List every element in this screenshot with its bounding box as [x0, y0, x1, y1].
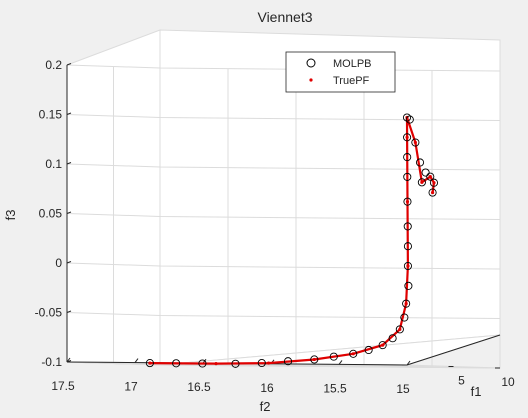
f3-tick: [66, 63, 72, 66]
truepf-point: [266, 361, 271, 365]
truepf-point: [351, 352, 355, 356]
molpb-point: [403, 133, 412, 142]
molpb-point: [428, 188, 437, 197]
truepf-point: [148, 361, 152, 365]
truepf-point: [214, 362, 218, 366]
truepf-point: [428, 175, 432, 179]
truepf-point: [398, 327, 402, 331]
f2-tick-label: 15.5: [323, 381, 347, 395]
molpb-point: [411, 138, 420, 147]
truepf-point: [405, 200, 410, 204]
molpb-point: [403, 153, 412, 162]
molpb-point: [402, 299, 411, 308]
molpb-point: [426, 172, 435, 181]
molpb-point: [400, 313, 409, 322]
molpb-point: [405, 115, 414, 124]
chart-title: Viennet3: [257, 9, 312, 25]
f2-tick-label: 16: [260, 381, 274, 395]
molpb-point: [403, 197, 412, 206]
molpb-point: [198, 359, 207, 368]
molpb-point: [429, 178, 439, 187]
truepf-point: [381, 343, 385, 347]
molpb-point: [145, 359, 154, 368]
molpb-point: [172, 359, 181, 368]
f3-tick-label: 0.15: [39, 108, 63, 122]
molpb-point: [403, 242, 412, 251]
legend[interactable]: MOLPB TruePF: [285, 51, 396, 93]
f3-tick-label: 0: [55, 256, 62, 270]
f1-gridline: [113, 66, 454, 367]
legend-box: [285, 51, 396, 93]
molpb-point: [403, 261, 412, 271]
truepf-point: [405, 135, 409, 139]
f3-tick-label: 0.2: [45, 58, 62, 72]
truepf-point: [413, 140, 417, 145]
molpb-point: [257, 358, 266, 368]
molpb-point: [329, 352, 338, 361]
molpb-point: [404, 281, 413, 290]
f3-axis-label: f3: [3, 210, 18, 221]
truepf-point: [420, 180, 424, 184]
f3-tick: [66, 310, 72, 313]
molpb-point: [415, 158, 425, 167]
f2-tick: [134, 358, 139, 363]
molpb-point: [402, 113, 412, 122]
truepf-point: [312, 357, 316, 362]
f1-axis-line: [406, 334, 501, 366]
f2-tick: [66, 357, 71, 363]
legend-molpb-label: MOLPB: [333, 58, 372, 70]
f1-tick-label: 5: [458, 374, 465, 388]
molpb-point: [421, 168, 430, 177]
f2-tick-label: 15: [396, 382, 410, 396]
truepf-point: [430, 190, 435, 195]
f1-gridline: [159, 68, 501, 369]
f3-tick: [66, 112, 72, 115]
f1-tick-label: 10: [501, 375, 515, 389]
axes-box: [66, 29, 501, 366]
molpb-point: [417, 178, 426, 187]
f3-tick: [66, 261, 72, 264]
f3-tick-label: 0.1: [45, 157, 62, 171]
molpb-point: [310, 355, 319, 364]
molpb-point: [283, 357, 293, 366]
molpb-point: [349, 349, 358, 358]
f2-tick-label: 16.5: [187, 380, 211, 394]
f2-tick-label: 17: [124, 380, 138, 394]
legend-truepf-label: TruePF: [333, 75, 370, 87]
f2-tick: [338, 360, 343, 365]
f2-tick-label: 17.5: [51, 379, 75, 393]
truepf-point: [404, 302, 408, 306]
f3-tick-label: -0.05: [35, 306, 63, 320]
molpb-point: [388, 334, 397, 343]
truepf-point: [432, 181, 436, 185]
f3-tick: [66, 211, 72, 214]
f3-tick-label: 0.05: [39, 207, 63, 221]
truepf-point: [406, 264, 410, 268]
legend-molpb-marker: [306, 58, 316, 68]
molpb-series: [145, 113, 439, 368]
molpb-point: [403, 172, 412, 181]
legend-truepf-marker: [309, 78, 313, 82]
molpb-point: [364, 345, 373, 355]
molpb-point: [395, 325, 404, 334]
f1-axis-label: f1: [471, 384, 482, 399]
f2-axis-label: f2: [260, 399, 271, 414]
molpb-point: [403, 222, 412, 231]
f3-tick: [66, 162, 72, 165]
f2-tick: [406, 360, 411, 366]
f3-tick-label: -0.1: [41, 355, 62, 369]
molpb-point: [378, 341, 387, 350]
tick-labels: 0.2 0.15 0.1 0.05 0 -0.05 -0.1 17.5 17 16.5 16 15.5…: [35, 58, 515, 396]
molpb-point: [231, 359, 240, 368]
